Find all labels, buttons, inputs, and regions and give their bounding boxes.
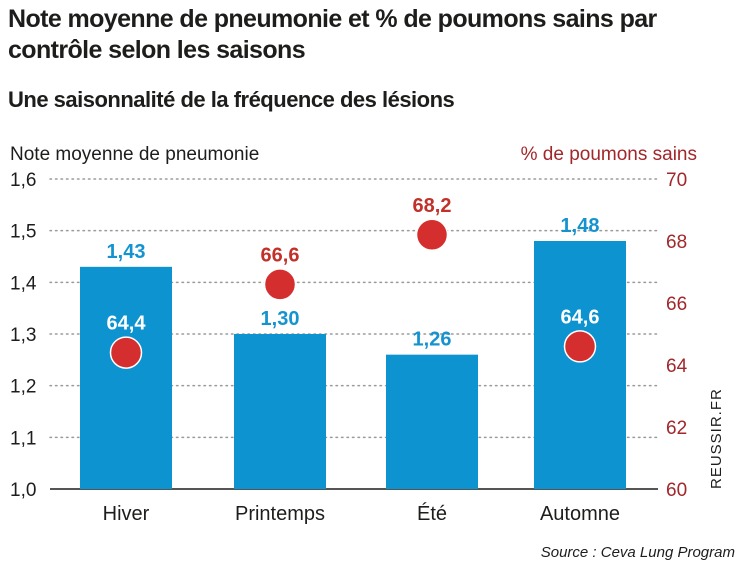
x-tick-label: Été	[417, 502, 447, 525]
x-tick-label: Automne	[540, 503, 620, 525]
right-tick-label: 70	[666, 170, 687, 191]
bar	[386, 354, 478, 489]
left-tick-label: 1,3	[10, 325, 36, 346]
data-point	[563, 330, 597, 363]
left-tick-label: 1,5	[10, 222, 36, 243]
bar-value-label: 1,30	[261, 308, 300, 330]
right-tick-label: 68	[666, 232, 687, 253]
left-tick-label: 1,0	[10, 480, 36, 501]
x-tick-label: Printemps	[235, 503, 325, 525]
left-tick-label: 1,1	[10, 428, 36, 449]
point-value-label: 64,4	[107, 313, 147, 335]
right-tick-label: 62	[666, 418, 687, 439]
bar	[234, 334, 326, 489]
source-note: Source : Ceva Lung Program	[540, 544, 735, 561]
bar	[80, 266, 172, 489]
bar-value-label: 1,48	[561, 215, 600, 237]
left-axis-title: Note moyenne de pneumonie	[10, 144, 259, 165]
right-tick-label: 64	[666, 356, 688, 377]
left-tick-label: 1,6	[10, 170, 36, 191]
point-value-label: 68,2	[413, 195, 452, 217]
right-tick-label: 60	[666, 480, 687, 501]
point-value-label: 64,6	[561, 306, 600, 328]
data-point	[109, 336, 143, 369]
bar-value-label: 1,26	[413, 329, 452, 351]
bar	[534, 241, 626, 489]
chart-subtitle: Une saisonnalité de la fréquence des lés…	[8, 87, 455, 112]
left-tick-label: 1,4	[10, 273, 37, 294]
data-point	[263, 268, 297, 301]
data-point	[415, 218, 449, 252]
right-axis-title: % de poumons sains	[521, 144, 697, 165]
x-tick-label: Hiver	[103, 503, 150, 525]
watermark: REUSSIR.FR	[708, 388, 725, 489]
bar-value-label: 1,43	[107, 241, 146, 263]
left-tick-label: 1,2	[10, 377, 36, 398]
point-value-label: 66,6	[261, 244, 300, 266]
chart-title: Note moyenne de pneumonie et % de poumon…	[8, 5, 657, 64]
right-tick-label: 66	[666, 294, 687, 315]
